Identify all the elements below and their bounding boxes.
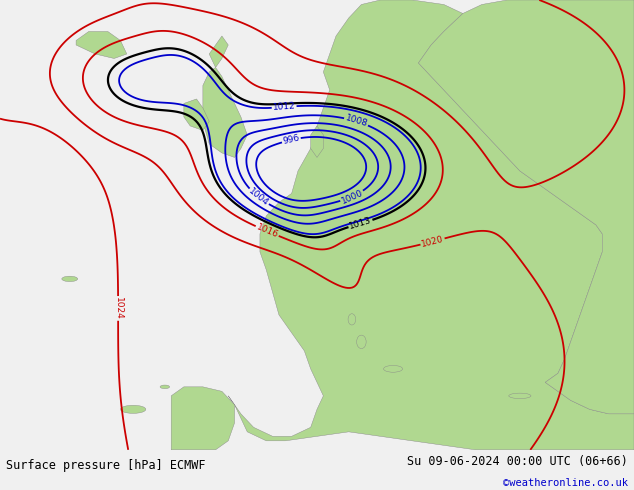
Text: 1024: 1024 <box>113 297 122 320</box>
Text: Surface pressure [hPa] ECMWF: Surface pressure [hPa] ECMWF <box>6 459 206 471</box>
Text: 1000: 1000 <box>340 188 365 205</box>
Ellipse shape <box>348 314 356 325</box>
Polygon shape <box>76 31 127 58</box>
Polygon shape <box>228 0 634 450</box>
Text: 1013: 1013 <box>348 216 373 231</box>
Polygon shape <box>418 0 634 414</box>
Text: 1008: 1008 <box>344 114 368 129</box>
Polygon shape <box>203 68 247 157</box>
Polygon shape <box>209 36 228 68</box>
Text: 1020: 1020 <box>420 234 445 249</box>
Ellipse shape <box>120 405 146 414</box>
Text: 1012: 1012 <box>273 101 296 112</box>
Ellipse shape <box>356 335 366 348</box>
Polygon shape <box>184 99 209 130</box>
Polygon shape <box>171 387 235 450</box>
Ellipse shape <box>508 393 531 398</box>
Ellipse shape <box>160 385 170 389</box>
Text: ©weatheronline.co.uk: ©weatheronline.co.uk <box>503 478 628 488</box>
Ellipse shape <box>61 276 77 282</box>
Text: 1016: 1016 <box>255 222 280 240</box>
Text: 996: 996 <box>282 134 301 146</box>
Text: Su 09-06-2024 00:00 UTC (06+66): Su 09-06-2024 00:00 UTC (06+66) <box>407 455 628 468</box>
Ellipse shape <box>384 366 403 372</box>
Polygon shape <box>311 126 323 157</box>
Text: 1004: 1004 <box>247 186 270 208</box>
